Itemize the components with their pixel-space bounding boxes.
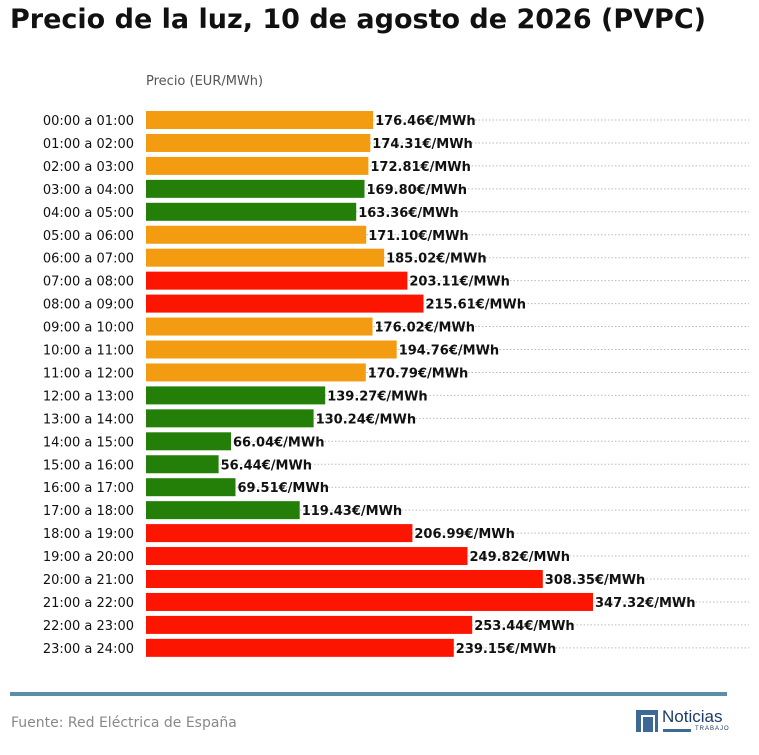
logo-subtext: TRABAJO bbox=[695, 726, 730, 732]
value-label: 185.02€/MWh bbox=[386, 252, 487, 267]
value-label: 176.02€/MWh bbox=[375, 321, 476, 336]
bar bbox=[146, 501, 300, 520]
category-label: 02:00 a 03:00 bbox=[43, 160, 134, 175]
category-label: 21:00 a 22:00 bbox=[43, 596, 134, 611]
category-label: 12:00 a 13:00 bbox=[43, 389, 134, 404]
category-label: 14:00 a 15:00 bbox=[43, 435, 134, 450]
chart-title: Precio de la luz, 10 de agosto de 2026 (… bbox=[10, 4, 706, 35]
value-label: 308.35€/MWh bbox=[545, 573, 646, 588]
category-label: 15:00 a 16:00 bbox=[43, 458, 134, 473]
bar bbox=[146, 294, 424, 313]
value-label: 253.44€/MWh bbox=[474, 619, 575, 634]
bar bbox=[146, 317, 373, 336]
logo-text: Noticias bbox=[662, 707, 723, 726]
value-label: 176.46€/MWh bbox=[375, 114, 476, 129]
value-label: 56.44€/MWh bbox=[221, 458, 312, 473]
bar bbox=[146, 638, 454, 657]
axis-label: Precio (EUR/MWh) bbox=[146, 74, 264, 89]
category-label: 19:00 a 20:00 bbox=[43, 550, 134, 565]
category-label: 11:00 a 12:00 bbox=[43, 366, 134, 381]
footer-divider bbox=[10, 692, 727, 696]
value-label: 119.43€/MWh bbox=[302, 504, 403, 519]
category-label: 23:00 a 24:00 bbox=[43, 642, 134, 657]
bar bbox=[146, 432, 231, 451]
category-label: 01:00 a 02:00 bbox=[43, 137, 134, 152]
bar bbox=[146, 179, 365, 198]
bar bbox=[146, 455, 219, 474]
value-label: 163.36€/MWh bbox=[358, 206, 459, 221]
value-label: 66.04€/MWh bbox=[233, 435, 324, 450]
category-label: 08:00 a 09:00 bbox=[43, 298, 134, 313]
bar bbox=[146, 592, 593, 611]
category-label: 04:00 a 05:00 bbox=[43, 206, 134, 221]
bar bbox=[146, 478, 236, 497]
value-label: 347.32€/MWh bbox=[595, 596, 696, 611]
bar bbox=[146, 111, 374, 129]
category-label: 22:00 a 23:00 bbox=[43, 619, 134, 634]
bar bbox=[146, 133, 371, 152]
category-label: 00:00 a 01:00 bbox=[43, 114, 134, 129]
category-label: 05:00 a 06:00 bbox=[43, 229, 134, 244]
category-label: 16:00 a 17:00 bbox=[43, 481, 134, 496]
bar bbox=[146, 340, 397, 359]
category-label: 17:00 a 18:00 bbox=[43, 504, 134, 519]
logo-icon bbox=[636, 710, 658, 732]
bar bbox=[146, 271, 408, 290]
category-label: 07:00 a 08:00 bbox=[43, 275, 134, 290]
bar bbox=[146, 386, 326, 405]
value-label: 130.24€/MWh bbox=[316, 412, 417, 427]
bar bbox=[146, 156, 369, 175]
bar bbox=[146, 409, 314, 428]
category-label: 10:00 a 11:00 bbox=[43, 344, 134, 359]
bar bbox=[146, 570, 543, 588]
bar bbox=[146, 202, 357, 221]
bar bbox=[146, 524, 413, 543]
category-label: 09:00 a 10:00 bbox=[43, 321, 134, 336]
value-label: 215.61€/MWh bbox=[426, 298, 527, 313]
category-label: 13:00 a 14:00 bbox=[43, 412, 134, 427]
category-label: 06:00 a 07:00 bbox=[43, 252, 134, 267]
bar bbox=[146, 615, 473, 634]
value-label: 170.79€/MWh bbox=[368, 366, 469, 381]
value-label: 139.27€/MWh bbox=[327, 389, 428, 404]
bar bbox=[146, 225, 367, 244]
source-note: Fuente: Red Eléctrica de España bbox=[11, 715, 237, 731]
bar bbox=[146, 547, 468, 566]
brand-logo: Noticias TRABAJO bbox=[636, 707, 731, 737]
value-label: 174.31€/MWh bbox=[372, 137, 473, 152]
value-label: 171.10€/MWh bbox=[368, 229, 469, 244]
value-label: 203.11€/MWh bbox=[409, 275, 510, 290]
logo-underline bbox=[663, 729, 691, 732]
bar bbox=[146, 363, 366, 382]
value-label: 206.99€/MWh bbox=[414, 527, 515, 542]
bar bbox=[146, 248, 385, 267]
category-label: 03:00 a 04:00 bbox=[43, 183, 134, 198]
value-label: 239.15€/MWh bbox=[456, 642, 557, 657]
value-label: 172.81€/MWh bbox=[370, 160, 471, 175]
value-label: 249.82€/MWh bbox=[470, 550, 571, 565]
bar-chart: 00:00 a 01:00 176.46€/MWh 01:00 a 02:00 174… bbox=[43, 111, 749, 657]
value-label: 169.80€/MWh bbox=[367, 183, 468, 198]
value-label: 69.51€/MWh bbox=[238, 481, 329, 496]
category-label: 18:00 a 19:00 bbox=[43, 527, 134, 542]
category-label: 20:00 a 21:00 bbox=[43, 573, 134, 588]
value-label: 194.76€/MWh bbox=[399, 344, 500, 359]
